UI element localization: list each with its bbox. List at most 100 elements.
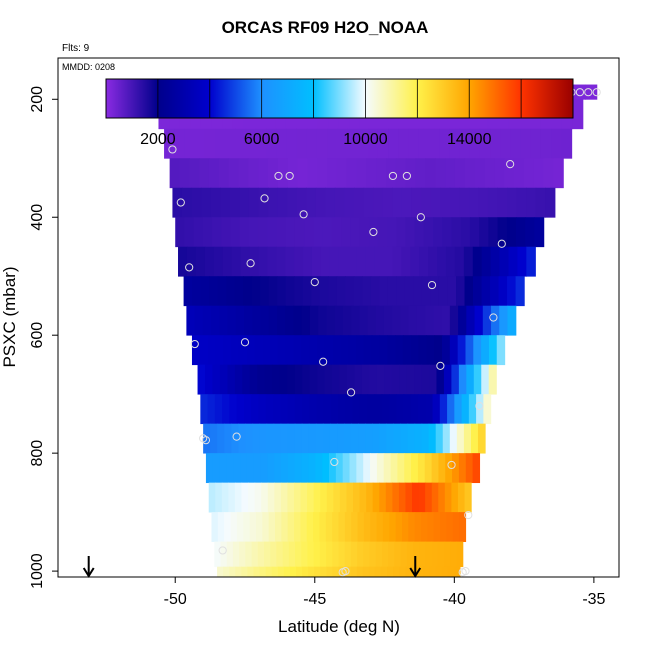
heatmap-cell (376, 512, 384, 543)
heatmap-cell (240, 246, 251, 277)
heatmap-cell (294, 246, 304, 277)
heatmap-cell (254, 482, 262, 513)
heatmap-cell (370, 512, 378, 543)
heatmap-cell (530, 128, 542, 159)
heatmap-cell (234, 482, 243, 513)
heatmap-cell (459, 187, 470, 218)
heatmap-cell (280, 423, 289, 454)
heatmap-cell (287, 364, 296, 395)
heatmap-cell (386, 423, 395, 454)
heatmap-cell (210, 423, 218, 454)
heatmap-cell (226, 541, 234, 568)
chart-title: ORCAS RF09 H2O_NOAA (221, 18, 429, 37)
heatmap-cell (359, 482, 367, 513)
heatmap-cell (523, 158, 535, 189)
heatmap-cell (366, 482, 374, 513)
heatmap-cell (442, 217, 453, 248)
heatmap-cell (388, 128, 399, 159)
heatmap-cell (272, 394, 281, 425)
heatmap-cell (258, 187, 269, 218)
heatmap-cell (304, 217, 314, 248)
heatmap-cell (449, 305, 459, 336)
data-point (489, 313, 498, 322)
x-axis: -50 -45 -40 -35 (164, 577, 606, 608)
heatmap-cell (468, 187, 479, 218)
heatmap-cell (444, 482, 452, 513)
heatmap-cell (430, 276, 440, 307)
heatmap-cell (445, 246, 456, 277)
heatmap-cell (418, 128, 430, 159)
heatmap-cell (483, 394, 492, 425)
heatmap-cell (309, 394, 318, 425)
heatmap-cell (202, 305, 212, 336)
heatmap-cell (361, 364, 370, 395)
heatmap-cell (367, 394, 376, 425)
heatmap-cell (473, 335, 482, 366)
heatmap-cell (449, 423, 458, 454)
heatmap-cell (372, 423, 380, 454)
heatmap-cell (235, 305, 245, 336)
heatmap-cell (302, 364, 311, 395)
heatmap-cell (421, 423, 430, 454)
heatmap-cell (337, 423, 345, 454)
heatmap-cell (368, 566, 376, 578)
heatmap-cell (258, 246, 268, 277)
heatmap-cell (208, 158, 220, 189)
heatmap-cell (376, 364, 385, 395)
heatmap-cell (319, 276, 329, 307)
heatmap-cell (251, 276, 261, 307)
heatmap-cell (392, 482, 400, 513)
heatmap-cell (277, 335, 287, 366)
heatmap-cell (260, 453, 269, 484)
heatmap-cell (238, 158, 249, 189)
heatmap-cell (500, 128, 512, 159)
heatmap-cell (345, 276, 355, 307)
heatmap-cell (258, 217, 268, 248)
heatmap-cell (342, 453, 351, 484)
heatmap-cell (517, 246, 527, 277)
heatmap-cell (337, 128, 349, 159)
heatmap-cell (273, 423, 282, 454)
heatmap-cell (274, 482, 282, 513)
heatmap-cell (230, 512, 238, 543)
heatmap-cell (260, 276, 270, 307)
heatmap-cell (255, 128, 267, 159)
heatmap-cell (383, 305, 393, 336)
heatmap-cell (300, 482, 308, 513)
heatmap-cell (267, 453, 275, 484)
data-point (475, 401, 484, 411)
heatmap-cell (179, 158, 190, 189)
arrow-down-icon (82, 556, 95, 578)
heatmap-cell (270, 541, 277, 568)
heatmap-cell (231, 335, 240, 366)
heatmap-cell (317, 364, 326, 395)
heatmap-cell (315, 423, 324, 454)
heatmap-cell (301, 305, 311, 336)
heatmap-cell (236, 512, 244, 543)
heatmap-cell (174, 128, 186, 159)
heatmap-cell (221, 482, 229, 513)
heatmap-cell (286, 128, 298, 159)
data-point (497, 239, 506, 248)
heatmap-cell (245, 541, 253, 568)
heatmap-cell (276, 128, 287, 159)
heatmap-cell (272, 364, 281, 395)
heatmap-cell (186, 305, 196, 336)
heatmap-cell (335, 453, 344, 484)
heatmap-cell (356, 335, 365, 366)
heatmap-cell (191, 187, 202, 218)
heatmap-cell (315, 453, 323, 484)
heatmap-cell (525, 217, 536, 248)
heatmap-cell (285, 246, 295, 277)
heatmap-cell (277, 276, 287, 307)
x-tick-label: -40 (443, 591, 466, 608)
heatmap-cell (229, 566, 236, 578)
heatmap-cell (280, 482, 289, 513)
heatmap-cell (420, 187, 432, 218)
heatmap-cell (497, 217, 508, 248)
heatmap-cell (499, 246, 510, 277)
heatmap-cell (333, 482, 341, 513)
heatmap-cell (425, 305, 434, 336)
heatmap-cell (280, 394, 289, 425)
heatmap-cell (207, 394, 216, 425)
